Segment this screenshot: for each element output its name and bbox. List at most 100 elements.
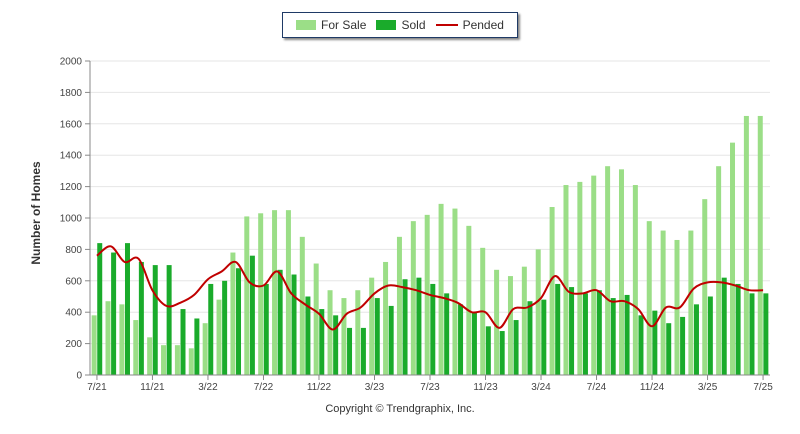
bar-sold: [111, 252, 117, 375]
x-tick-label: 3/25: [698, 382, 718, 393]
bar-for-sale: [646, 221, 652, 375]
bar-for-sale: [355, 290, 361, 375]
bar-for-sale: [258, 213, 264, 375]
y-tick-label: 1400: [60, 151, 83, 162]
copyright-text: Copyright © Trendgraphix, Inc.: [325, 403, 475, 415]
bar-sold: [194, 318, 200, 375]
x-tick-label: 11/23: [473, 382, 498, 393]
bar-for-sale: [577, 181, 583, 375]
bar-sold: [749, 293, 755, 375]
bar-sold: [458, 304, 464, 375]
y-tick-label: 600: [65, 276, 82, 287]
bar-for-sale: [313, 263, 319, 375]
bar-sold: [610, 298, 616, 375]
bar-sold: [763, 293, 769, 375]
bar-for-sale: [618, 169, 624, 375]
bar-for-sale: [688, 230, 694, 375]
bar-for-sale: [757, 115, 763, 375]
bar-for-sale: [563, 185, 569, 375]
bar-for-sale: [743, 115, 749, 375]
bar-sold: [208, 283, 214, 375]
legend-label-sold: Sold: [401, 18, 426, 32]
bar-sold: [152, 265, 158, 375]
bar-sold: [277, 269, 283, 375]
bar-for-sale: [494, 269, 500, 375]
x-tick-label: 7/24: [587, 382, 607, 393]
y-tick-label: 0: [76, 371, 82, 382]
bar-for-sale: [383, 261, 389, 375]
bar-for-sale: [521, 266, 527, 375]
y-tick-label: 2000: [60, 57, 83, 68]
bar-for-sale: [660, 230, 666, 375]
bar-sold: [624, 294, 630, 375]
y-tick-label: 200: [65, 339, 82, 350]
bar-for-sale: [410, 221, 416, 375]
legend-item-pended: Pended: [435, 18, 504, 32]
bar-sold: [555, 283, 561, 375]
bar-sold: [166, 265, 172, 375]
bar-sold: [333, 315, 339, 375]
bar-sold: [249, 255, 255, 375]
bar-sold: [402, 279, 408, 375]
bar-sold: [291, 274, 297, 375]
bar-for-sale: [216, 299, 222, 375]
bar-sold: [638, 315, 644, 375]
legend-label-pended: Pended: [462, 18, 504, 32]
bar-for-sale: [591, 175, 597, 375]
y-axis: 0 200 400 600 800 1000 1200 1400 1600 1800 2000: [60, 57, 91, 382]
legend-label-for-sale: For Sale: [321, 18, 367, 32]
x-tick-label: 7/25: [753, 382, 773, 393]
bar-sold: [124, 243, 130, 375]
bar-series: [91, 115, 769, 375]
bar-for-sale: [466, 225, 472, 375]
bar-sold: [360, 327, 366, 375]
bar-sold: [138, 261, 144, 375]
bar-sold: [444, 293, 450, 375]
bar-sold: [513, 320, 519, 375]
bar-sold: [319, 309, 325, 375]
bar-for-sale: [285, 210, 291, 375]
bar-sold: [652, 310, 658, 375]
bar-sold: [541, 299, 547, 375]
bar-sold: [693, 304, 699, 375]
bar-for-sale: [105, 301, 111, 375]
bar-sold: [582, 293, 588, 375]
for-sale-swatch: [296, 20, 317, 30]
bar-sold: [569, 287, 575, 375]
bar-for-sale: [327, 290, 333, 375]
bar-for-sale: [202, 323, 208, 375]
bar-sold: [347, 327, 353, 375]
chart-legend: For Sale Sold Pended: [282, 12, 518, 38]
bar-for-sale: [535, 249, 541, 375]
y-tick-label: 400: [65, 308, 82, 319]
bar-for-sale: [730, 142, 736, 375]
bar-for-sale: [299, 236, 305, 375]
bar-for-sale: [244, 216, 250, 375]
bar-sold: [596, 290, 602, 375]
y-tick-label: 1600: [60, 119, 83, 130]
bar-for-sale: [632, 185, 638, 375]
x-tick-label: 3/22: [198, 382, 218, 393]
bar-sold: [236, 268, 242, 375]
pended-line: [96, 245, 764, 331]
bar-sold: [721, 277, 727, 375]
x-tick-label: 3/24: [531, 382, 551, 393]
bar-for-sale: [272, 210, 278, 375]
bar-for-sale: [549, 207, 555, 375]
x-tick-label: 7/23: [420, 382, 440, 393]
y-tick-label: 1000: [60, 214, 83, 225]
bar-sold: [471, 312, 477, 375]
bar-sold: [499, 331, 505, 375]
bar-for-sale: [119, 304, 125, 375]
bar-sold: [416, 277, 422, 375]
bar-sold: [707, 296, 713, 375]
x-tick-label: 7/22: [254, 382, 274, 393]
bar-sold: [388, 305, 394, 375]
x-tick-label: 11/21: [140, 382, 165, 393]
y-axis-title: Number of Homes: [29, 161, 43, 265]
bar-sold: [666, 323, 672, 375]
bar-sold: [735, 283, 741, 375]
x-axis: 7/21 11/21 3/22 7/22 11/22 3/23 7/23 11/23 3/24 7…: [87, 374, 773, 393]
bar-sold: [263, 283, 269, 375]
